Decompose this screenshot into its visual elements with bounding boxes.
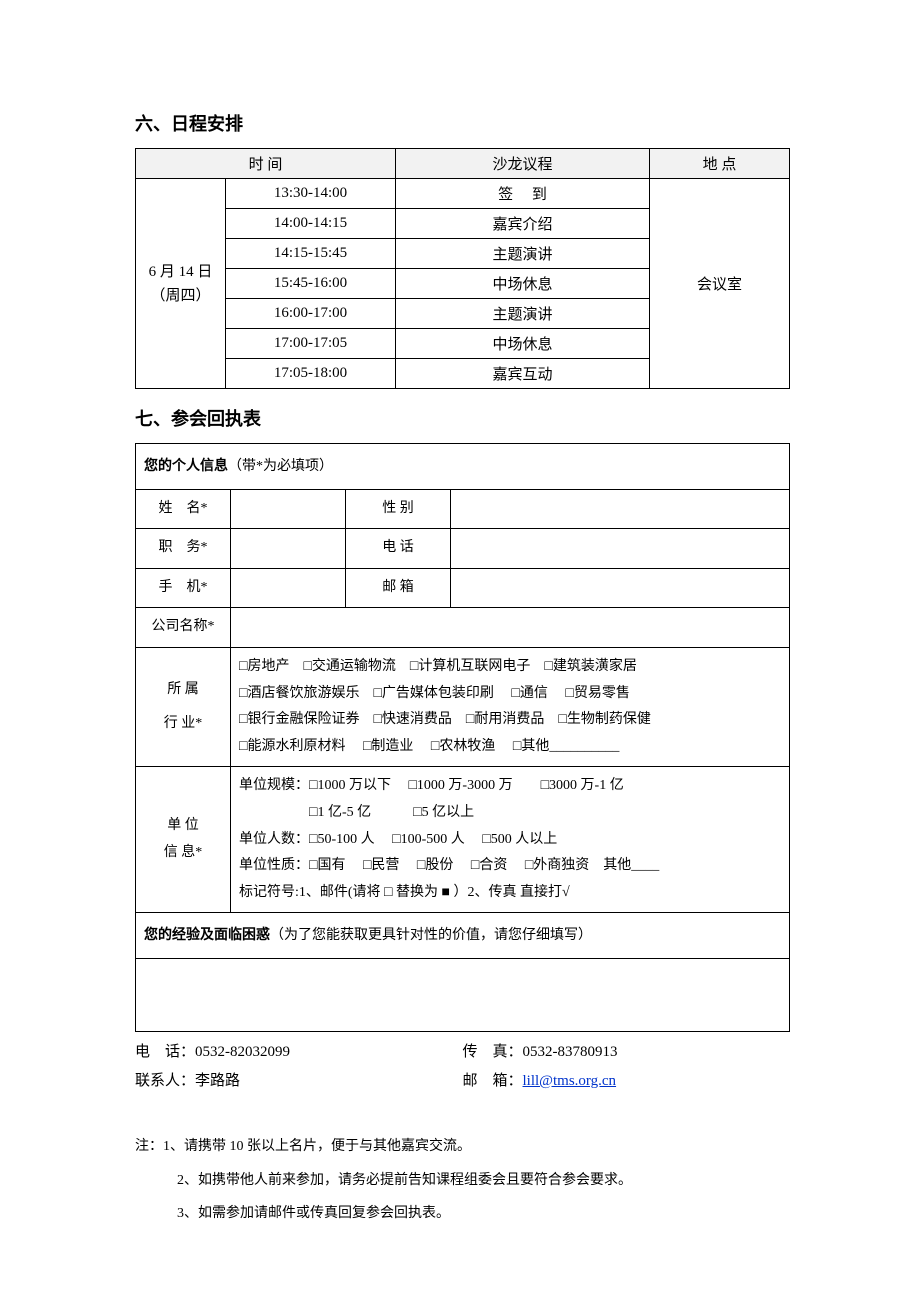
company-label: 公司名称* bbox=[136, 608, 231, 648]
company-input[interactable] bbox=[231, 608, 790, 648]
mobile-input[interactable] bbox=[231, 568, 346, 608]
note-2: 2、如携带他人前来参加，请务必提前告知课程组委会且要符合参会要求。 bbox=[135, 1164, 790, 1198]
note-1: 注：1、请携带 10 张以上名片，便于与其他嘉宾交流。 bbox=[135, 1130, 790, 1164]
schedule-table: 时 间 沙龙议程 地 点 6 月 14 日 （周四） 13:30-14:00 签… bbox=[135, 148, 790, 389]
schedule-time: 14:00-14:15 bbox=[226, 209, 396, 239]
schedule-time: 13:30-14:00 bbox=[226, 179, 396, 209]
schedule-time: 16:00-17:00 bbox=[226, 299, 396, 329]
form-header-experience: 您的经验及面临困惑（为了您能获取更具针对性的价值，请您仔细填写） bbox=[136, 913, 790, 959]
mobile-label: 手 机* bbox=[136, 568, 231, 608]
phone-label: 电 话 bbox=[346, 529, 451, 569]
schedule-agenda: 主题演讲 bbox=[396, 239, 650, 269]
form-header2-sub: （为了您能获取更具针对性的价值，请您仔细填写） bbox=[270, 928, 592, 943]
schedule-agenda: 中场休息 bbox=[396, 329, 650, 359]
schedule-agenda: 签 到 bbox=[396, 179, 650, 209]
unit-label: 单 位 信 息* bbox=[136, 767, 231, 913]
header-agenda: 沙龙议程 bbox=[396, 149, 650, 179]
form-header-personal: 您的个人信息（带*为必填项） bbox=[136, 444, 790, 490]
header-location: 地 点 bbox=[650, 149, 790, 179]
schedule-agenda: 主题演讲 bbox=[396, 299, 650, 329]
tel-value: 0532-82032099 bbox=[195, 1044, 290, 1060]
schedule-time: 15:45-16:00 bbox=[226, 269, 396, 299]
schedule-location: 会议室 bbox=[650, 179, 790, 389]
form-header1-sub: （带*为必填项） bbox=[228, 459, 333, 474]
name-input[interactable] bbox=[231, 489, 346, 529]
section7-title: 七、参会回执表 bbox=[135, 405, 790, 431]
industry-label1: 所 属 bbox=[144, 677, 222, 704]
person-label: 联系人： bbox=[135, 1073, 195, 1089]
schedule-row: 6 月 14 日 （周四） 13:30-14:00 签 到 会议室 bbox=[136, 179, 790, 209]
form-row-mobile: 手 机* 邮 箱 bbox=[136, 568, 790, 608]
schedule-agenda: 嘉宾介绍 bbox=[396, 209, 650, 239]
fax-label: 传 真： bbox=[463, 1044, 523, 1060]
unit-label1: 单 位 bbox=[144, 813, 222, 840]
email-label: 邮 箱 bbox=[346, 568, 451, 608]
schedule-time: 14:15-15:45 bbox=[226, 239, 396, 269]
contact-row-1: 电 话：0532-82032099 传 真：0532-83780913 bbox=[135, 1040, 790, 1061]
section6-title: 六、日程安排 bbox=[135, 110, 790, 136]
tel-label: 电 话： bbox=[135, 1044, 195, 1060]
unit-label2: 信 息* bbox=[144, 840, 222, 867]
schedule-agenda: 中场休息 bbox=[396, 269, 650, 299]
industry-label: 所 属 行 业* bbox=[136, 647, 231, 766]
gender-label: 性 别 bbox=[346, 489, 451, 529]
phone-input[interactable] bbox=[451, 529, 790, 569]
title-input[interactable] bbox=[231, 529, 346, 569]
note-3: 3、如需参加请邮件或传真回复参会回执表。 bbox=[135, 1197, 790, 1231]
form-table: 您的个人信息（带*为必填项） 姓 名* 性 别 职 务* 电 话 手 机* 邮 … bbox=[135, 443, 790, 1032]
form-row-unit: 单 位 信 息* 单位规模：□1000 万以下 □1000 万-3000 万 □… bbox=[136, 767, 790, 913]
note-1-text: 1、请携带 10 张以上名片，便于与其他嘉宾交流。 bbox=[163, 1139, 471, 1154]
unit-options[interactable]: 单位规模：□1000 万以下 □1000 万-3000 万 □3000 万-1 … bbox=[231, 767, 790, 913]
schedule-date: 6 月 14 日 （周四） bbox=[136, 179, 226, 389]
notes-block: 注：1、请携带 10 张以上名片，便于与其他嘉宾交流。 2、如携带他人前来参加，… bbox=[135, 1130, 790, 1231]
form-row-title: 职 务* 电 话 bbox=[136, 529, 790, 569]
gender-input[interactable] bbox=[451, 489, 790, 529]
email-input[interactable] bbox=[451, 568, 790, 608]
contact-row-2: 联系人：李路路 邮 箱：lill@tms.org.cn bbox=[135, 1069, 790, 1090]
schedule-header-row: 时 间 沙龙议程 地 点 bbox=[136, 149, 790, 179]
form-row-industry: 所 属 行 业* □房地产 □交通运输物流 □计算机互联网电子 □建筑装潢家居 … bbox=[136, 647, 790, 766]
title-label: 职 务* bbox=[136, 529, 231, 569]
experience-textarea[interactable] bbox=[136, 958, 790, 1031]
person-value: 李路路 bbox=[195, 1073, 240, 1089]
form-row-company: 公司名称* bbox=[136, 608, 790, 648]
industry-options[interactable]: □房地产 □交通运输物流 □计算机互联网电子 □建筑装潢家居 □酒店餐饮旅游娱乐… bbox=[231, 647, 790, 766]
industry-label2: 行 业* bbox=[144, 711, 222, 738]
mail-link[interactable]: lill@tms.org.cn bbox=[523, 1073, 617, 1089]
schedule-time: 17:00-17:05 bbox=[226, 329, 396, 359]
form-header2-bold: 您的经验及面临困惑 bbox=[144, 926, 270, 942]
note-prefix: 注： bbox=[135, 1139, 163, 1154]
form-row-experience-blank bbox=[136, 958, 790, 1031]
fax-value: 0532-83780913 bbox=[523, 1044, 618, 1060]
schedule-agenda: 嘉宾互动 bbox=[396, 359, 650, 389]
schedule-time: 17:05-18:00 bbox=[226, 359, 396, 389]
name-label: 姓 名* bbox=[136, 489, 231, 529]
form-header1-bold: 您的个人信息 bbox=[144, 457, 228, 473]
form-row-name: 姓 名* 性 别 bbox=[136, 489, 790, 529]
mail-label: 邮 箱： bbox=[463, 1073, 523, 1089]
header-time: 时 间 bbox=[136, 149, 396, 179]
